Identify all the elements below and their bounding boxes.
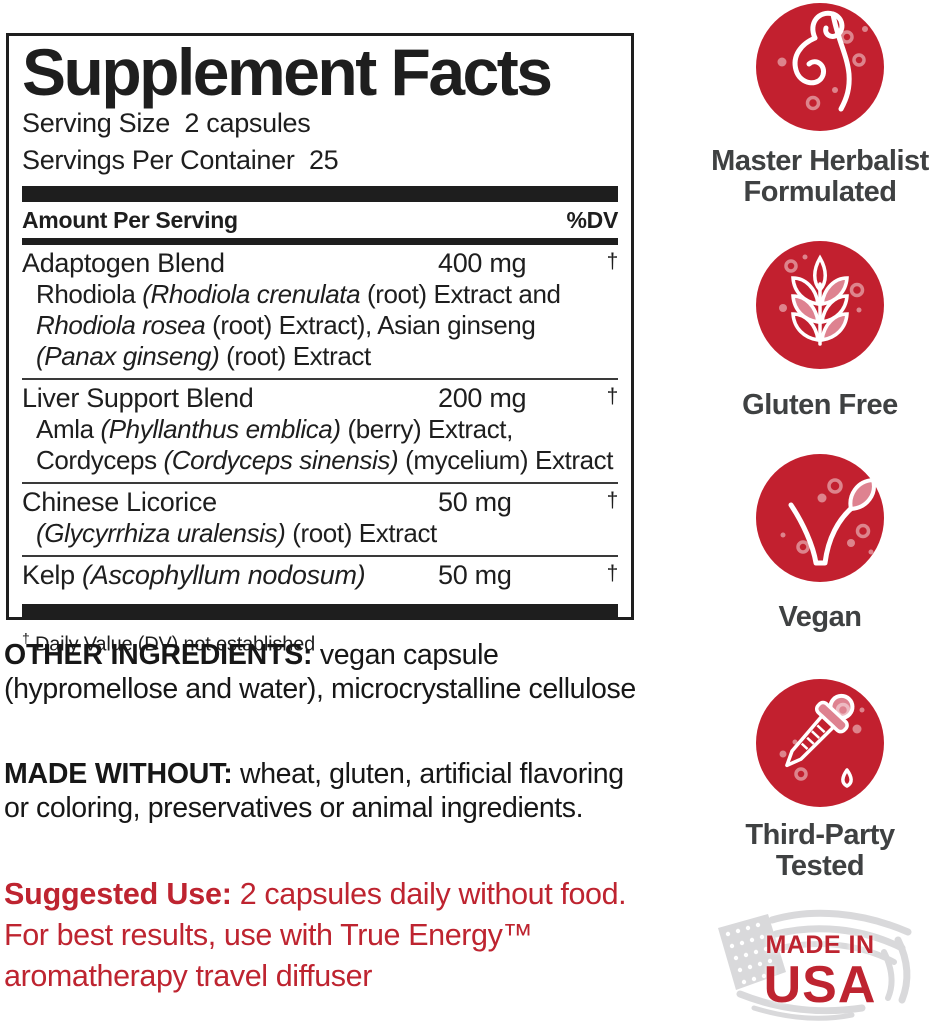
ingredient-name: Kelp (Ascophyllum nodosum) <box>22 559 366 590</box>
suggested-use-paragraph: Suggested Use: 2 capsules daily without … <box>4 877 627 993</box>
herbal-swirl-icon <box>756 3 884 131</box>
usa-text: USA <box>763 956 877 1014</box>
dropper-icon <box>756 679 884 807</box>
ingredient-amount: 400 mg <box>438 247 527 278</box>
panel-title: Supplement Facts <box>22 35 553 109</box>
other-ingredients-paragraph: OTHER INGREDIENTS: vegan capsule (hyprom… <box>4 639 636 705</box>
panel-header: Amount Per Serving %DV <box>22 202 618 245</box>
serving-size: Serving Size 2 capsules <box>22 107 311 138</box>
ingredient-amount: 50 mg <box>438 559 512 590</box>
ingredient-row-kelp: Kelp (Ascophyllum nodosum) 50 mg † <box>22 554 619 597</box>
ingredient-dv: † <box>606 384 619 408</box>
wheat-icon <box>756 241 884 369</box>
divider-bar-bottom <box>22 603 618 620</box>
badge-label-master-herbalist: Master Herbalist Formulated <box>711 145 929 208</box>
ingredient-row-adaptogen-blend: Adaptogen Blend 400 mg † Rhodiola (Rhodi… <box>22 245 618 378</box>
ingredient-name: Liver Support Blend <box>22 382 254 413</box>
divider-bar-top <box>22 185 618 202</box>
vegan-leaf-check-icon <box>756 454 884 582</box>
made-in-usa-badge: MADE IN USA <box>710 898 930 1022</box>
usa-flag-icon <box>718 909 912 1021</box>
other-ingredients-label: OTHER INGREDIENTS: <box>4 639 313 671</box>
ingredient-amount: 50 mg <box>438 486 512 517</box>
made-in-text: MADE IN <box>765 931 875 959</box>
ingredient-amount: 200 mg <box>438 382 527 413</box>
certification-badges-column: Master Herbalist Formulated <box>698 0 940 1024</box>
ingredient-dv: † <box>606 249 619 273</box>
ingredient-dv: † <box>606 561 619 585</box>
ingredient-row-liver-support-blend: Liver Support Blend 200 mg † Amla (Phyll… <box>22 377 619 482</box>
amount-per-serving-header: Amount Per Serving <box>22 206 238 233</box>
badge-label-third-party: Third-Party Tested <box>745 819 895 882</box>
servings-per-container: Servings Per Container 25 <box>22 144 339 175</box>
ingredient-description: Rhodiola (Rhodiola crenulata (root) Extr… <box>36 278 561 371</box>
dv-footnote: † Daily Value (DV) not established <box>22 629 315 656</box>
made-without-paragraph: MADE WITHOUT: wheat, gluten, artificial … <box>4 758 624 824</box>
made-without-label: MADE WITHOUT: <box>4 758 233 790</box>
ingredient-description: (Glycyrrhiza uralensis) (root) Extract <box>36 517 437 548</box>
ingredient-name: Chinese Licorice <box>22 486 217 517</box>
ingredient-name: Adaptogen Blend <box>22 247 225 278</box>
ingredient-dv: † <box>606 488 619 512</box>
dagger-symbol: † <box>22 629 30 646</box>
supplement-facts-panel: Supplement Facts Serving Size 2 capsules… <box>6 33 634 655</box>
ingredient-description: Amla (Phyllanthus emblica) (berry) Extra… <box>36 413 614 475</box>
ingredient-row-chinese-licorice: Chinese Licorice 50 mg † (Glycyrrhiza ur… <box>22 481 619 555</box>
dv-header: %DV <box>566 206 618 233</box>
badge-label-vegan: Vegan <box>778 601 862 633</box>
badge-label-gluten-free: Gluten Free <box>742 389 898 421</box>
suggested-use-label: Suggested Use: <box>4 877 232 911</box>
